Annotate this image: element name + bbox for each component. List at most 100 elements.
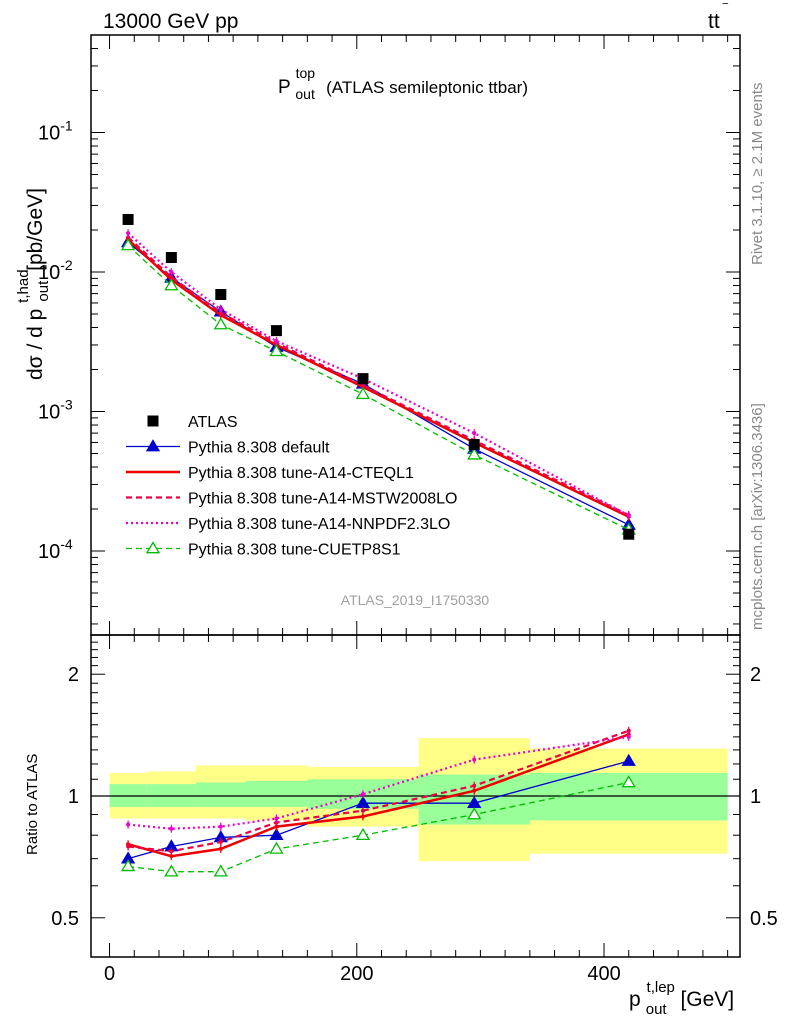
- main-y-tick-label-exp: -3: [60, 397, 73, 413]
- ratio-band-inner: [245, 780, 308, 807]
- main-ticks: 10-110-210-310-4: [38, 34, 740, 635]
- ratio-point-mstw: [360, 808, 365, 813]
- main-y-tick-label-exp: -1: [60, 118, 73, 134]
- main-panel: 10-110-210-310-4 P top out (ATLAS semile…: [10, 34, 741, 636]
- main-point-data: [623, 528, 635, 540]
- rivet-label: Rivet 3.1.10, ≥ 2.1M events: [749, 83, 766, 266]
- main-marks: [120, 213, 636, 540]
- main-y-tick-label-exp: -2: [60, 257, 73, 273]
- main-point-cuetp8s1: [467, 447, 482, 460]
- main-point-mstw: [169, 275, 174, 280]
- ratio-point-nnpdf: [218, 824, 223, 829]
- main-point-nnpdf: [126, 231, 131, 236]
- ratio-point-cteql1: [274, 824, 279, 829]
- x-label-sub: out: [646, 1001, 668, 1018]
- main-point-cuetp8s1: [164, 278, 179, 291]
- ratio-y-tick-label-right: 0.5: [750, 908, 778, 930]
- legend-label-cteql1: Pythia 8.308 tune-A14-CTEQL1: [188, 465, 414, 482]
- ratio-point-cuetp8s1: [213, 864, 228, 877]
- legend-marker-data: [147, 415, 159, 427]
- main-point-mstw: [126, 235, 131, 240]
- ratio-band-inner: [196, 782, 246, 807]
- ratio-panel: 0.5 0.5 1 1 2 2 0 200 400 Ratio to ATLAS p t,lep…: [24, 634, 778, 1019]
- ratio-point-mstw: [169, 849, 174, 854]
- main-y-label-sup: t,had: [15, 269, 32, 302]
- analysis-label: ATLAS_2019_I1750330: [341, 592, 490, 608]
- ratio-y-tick-label-left: 2: [68, 664, 79, 686]
- main-y-label-main: dσ / d p: [24, 309, 47, 380]
- process-label: tt ‾: [708, 1, 729, 33]
- main-point-nnpdf: [274, 339, 279, 344]
- x-axis-label: p t,lep out [GeV]: [629, 974, 734, 1019]
- main-y-label-unit: [pb/GeV]: [24, 188, 47, 271]
- legend-marker-default: [145, 439, 161, 452]
- ratio-point-cuetp8s1: [355, 827, 371, 841]
- beam-label: 13000 GeV pp: [103, 10, 238, 33]
- ratio-y-tick-label-right: 1: [750, 786, 761, 808]
- ratio-point-cuetp8s1: [269, 841, 284, 854]
- legend-label-cuetp8s1: Pythia 8.308 tune-CUETP8S1: [188, 542, 401, 559]
- ratio-point-mstw: [126, 844, 131, 849]
- mcplots-label: mcplots.cern.ch [arXiv:1306.3436]: [749, 403, 766, 630]
- ratio-point-mstw: [626, 728, 631, 733]
- process-label-bar: ‾: [722, 1, 729, 17]
- ratio-point-cuetp8s1: [467, 807, 482, 820]
- main-y-axis-label: dσ / d p t,had out [pb/GeV]: [10, 188, 53, 380]
- legend: ATLAS Pythia 8.308 default Pythia 8.308 tu…: [126, 414, 457, 559]
- ratio-y-tick-label-left: 1: [68, 786, 79, 808]
- ratio-point-cteql1: [169, 854, 174, 859]
- ratio-y-tick-label-left: 0.5: [51, 908, 79, 930]
- ratio-point-cuetp8s1: [120, 859, 136, 872]
- x-label-main: p: [629, 988, 641, 1011]
- x-tick-label: 400: [587, 963, 620, 985]
- x-tick-label: 200: [340, 963, 373, 985]
- main-point-data: [165, 252, 177, 264]
- main-point-nnpdf: [169, 270, 174, 275]
- ratio-point-nnpdf: [472, 757, 477, 762]
- main-y-tick-label: 10-4: [38, 536, 73, 563]
- main-y-tick-label-base: 10: [38, 262, 60, 284]
- legend-label-mstw: Pythia 8.308 tune-A14-MSTW2008LO: [188, 491, 457, 508]
- main-point-data: [270, 325, 282, 337]
- ratio-y-axis-label: Ratio to ATLAS: [24, 754, 41, 855]
- main-title-rest: (ATLAS semileptonic ttbar): [326, 78, 528, 97]
- main-title: P top out (ATLAS semileptonic ttbar): [278, 62, 528, 104]
- x-label-sup: t,lep: [647, 979, 675, 996]
- main-y-tick-label-exp: -4: [60, 536, 73, 552]
- main-y-tick-label-base: 10: [38, 541, 60, 563]
- ratio-point-nnpdf: [169, 826, 174, 831]
- main-point-cuetp8s1: [213, 317, 228, 330]
- main-point-data: [215, 288, 227, 300]
- ratio-point-cuetp8s1: [621, 775, 636, 788]
- legend-label-data: ATLAS: [188, 414, 238, 431]
- ratio-ticks: 0.5 0.5 1 1 2 2 0 200 400: [51, 634, 778, 985]
- ratio-point-cteql1: [360, 814, 365, 819]
- main-line-default: [127, 241, 630, 526]
- legend-label-nnpdf: Pythia 8.308 tune-A14-NNPDF2.3LO: [188, 516, 450, 533]
- main-y-label-sub: out: [35, 280, 52, 302]
- ratio-point-cteql1: [218, 846, 223, 851]
- x-label-unit: [GeV]: [680, 988, 734, 1011]
- legend-label-default: Pythia 8.308 default: [188, 440, 330, 457]
- main-y-tick-label: 10-3: [38, 397, 73, 424]
- main-title-main: P: [278, 77, 290, 98]
- ratio-point-default: [621, 753, 636, 766]
- ratio-point-nnpdf: [626, 734, 631, 739]
- main-point-cuetp8s1: [355, 386, 371, 400]
- ratio-point-mstw: [472, 783, 477, 788]
- main-point-cuetp8s1: [269, 344, 284, 357]
- main-y-tick-label-base: 10: [38, 123, 60, 145]
- main-point-nnpdf: [626, 513, 631, 518]
- main-title-sub: out: [295, 86, 315, 102]
- main-point-data: [122, 213, 134, 225]
- ratio-point-nnpdf: [360, 792, 365, 797]
- main-point-nnpdf: [472, 431, 477, 436]
- legend-marker-cuetp8s1: [145, 541, 161, 554]
- main-point-mstw: [360, 383, 365, 388]
- main-point-nnpdf: [218, 307, 223, 312]
- main-line-cuetp8s1: [127, 244, 630, 531]
- ratio-point-mstw: [274, 820, 279, 825]
- ratio-point-nnpdf: [126, 822, 131, 827]
- ratio-point-cteql1: [472, 788, 477, 793]
- ratio-point-mstw: [218, 839, 223, 844]
